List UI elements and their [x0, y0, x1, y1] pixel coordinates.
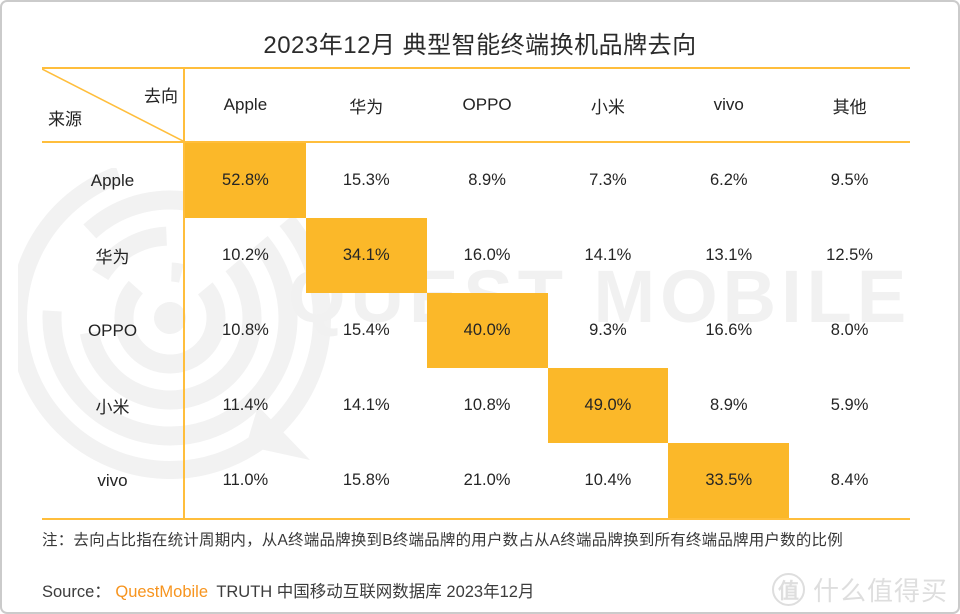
- footnote: 注：去向占比指在统计周期内，从A终端品牌换到B终端品牌的用户数占从A终端品牌换到…: [42, 532, 843, 549]
- matrix-cell: 16.6%: [705, 321, 753, 339]
- matrix-cell: 15.8%: [342, 471, 390, 489]
- column-header-other: 其他: [789, 69, 910, 143]
- matrix-cell: 15.4%: [342, 321, 390, 339]
- source-brand: QuestMobile: [115, 583, 209, 601]
- matrix-cell: 52.8%: [185, 143, 306, 218]
- brand-switch-matrix: 去向 来源 Apple 华为 OPPO 小米 vivo 其他 Apple 52.…: [42, 67, 910, 520]
- source-prefix: Source：: [42, 583, 111, 601]
- matrix-cell: 5.9%: [830, 396, 869, 414]
- matrix-cell: 21.0%: [463, 471, 511, 489]
- smzdm-circle-icon: 值: [771, 573, 805, 606]
- column-header-apple: Apple: [185, 69, 306, 143]
- matrix-cell: 10.2%: [222, 246, 269, 264]
- row-label-xiaomi: 小米: [42, 368, 185, 443]
- smzdm-watermark: 值 什么值得买: [771, 571, 948, 608]
- matrix-cell: 9.5%: [830, 171, 869, 189]
- matrix-cell: 7.3%: [589, 171, 627, 189]
- matrix-cell: 13.1%: [705, 246, 753, 264]
- questmobile-logo-watermark: [18, 168, 331, 479]
- matrix-cell: 8.9%: [468, 171, 506, 189]
- matrix-corner-cell: 去向 来源: [42, 69, 185, 143]
- matrix-cell: 10.8%: [463, 396, 511, 414]
- source-suffix: TRUTH 中国移动互联网数据库 2023年12月: [216, 583, 535, 601]
- matrix-cell: 14.1%: [584, 246, 632, 264]
- matrix-cell: 11.4%: [222, 396, 269, 414]
- page-title: 2023年12月 典型智能终端换机品牌去向: [263, 32, 697, 59]
- row-label-huawei: 华为: [42, 218, 185, 293]
- smzdm-watermark-text: 什么值得买: [812, 576, 948, 606]
- source-line: Source： QuestMobile TRUTH 中国移动互联网数据库 202…: [42, 578, 534, 602]
- row-label-oppo: OPPO: [42, 293, 185, 368]
- matrix-cell: 10.4%: [584, 471, 632, 489]
- row-label-vivo: vivo: [42, 443, 185, 518]
- matrix-cell: 8.9%: [709, 396, 748, 414]
- row-label-apple: Apple: [42, 143, 185, 218]
- matrix-cell: 9.3%: [589, 321, 627, 339]
- matrix-cell: 33.5%: [668, 443, 790, 518]
- corner-diagonal-line: [42, 69, 183, 141]
- matrix-cell: 10.8%: [222, 321, 269, 339]
- matrix-cell: 6.2%: [709, 171, 748, 189]
- column-header-vivo: vivo: [668, 69, 790, 143]
- matrix-cell: 8.0%: [830, 321, 869, 339]
- matrix-cell: 8.4%: [830, 471, 869, 489]
- matrix-cell: 11.0%: [222, 471, 269, 489]
- axis-label-source: 来源: [48, 110, 82, 129]
- matrix-cell: 49.0%: [547, 368, 669, 443]
- matrix-cell: 40.0%: [426, 293, 548, 368]
- matrix-cell: 14.1%: [342, 396, 390, 414]
- axis-label-destination: 去向: [144, 87, 178, 106]
- matrix-cell: 12.5%: [826, 246, 873, 264]
- matrix-cell: 15.3%: [342, 171, 390, 189]
- matrix-cell: 16.0%: [463, 246, 511, 264]
- column-header-xiaomi: 小米: [547, 69, 669, 143]
- matrix-cell: 34.1%: [305, 218, 427, 293]
- column-header-huawei: 华为: [305, 69, 427, 143]
- column-header-oppo: OPPO: [426, 69, 548, 143]
